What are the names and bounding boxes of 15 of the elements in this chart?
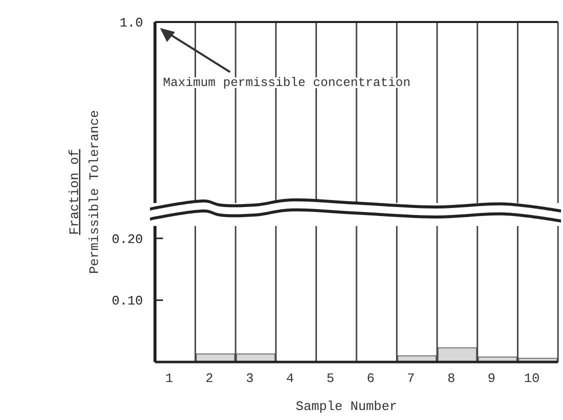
x-tick-label: 5 [326, 371, 334, 386]
x-tick-label: 6 [366, 371, 375, 386]
x-tick-label: 2 [206, 371, 214, 386]
x-tick-label: 1 [165, 371, 174, 386]
y-tick-label: 0.20 [112, 232, 143, 247]
x-axis-title: Sample Number [296, 399, 398, 414]
y-axis-title: Fraction of Permissible Tolerance [67, 110, 102, 274]
x-tick-label: 10 [524, 371, 540, 386]
x-tick-label: 7 [407, 371, 415, 386]
text: 1.0 [120, 16, 143, 31]
y-tick-label: 0.10 [112, 294, 143, 309]
x-tick-label: 4 [286, 371, 294, 386]
x-tick-label: 3 [246, 371, 254, 386]
x-tick-label: 9 [488, 371, 496, 386]
x-tick-label: 8 [447, 371, 456, 386]
